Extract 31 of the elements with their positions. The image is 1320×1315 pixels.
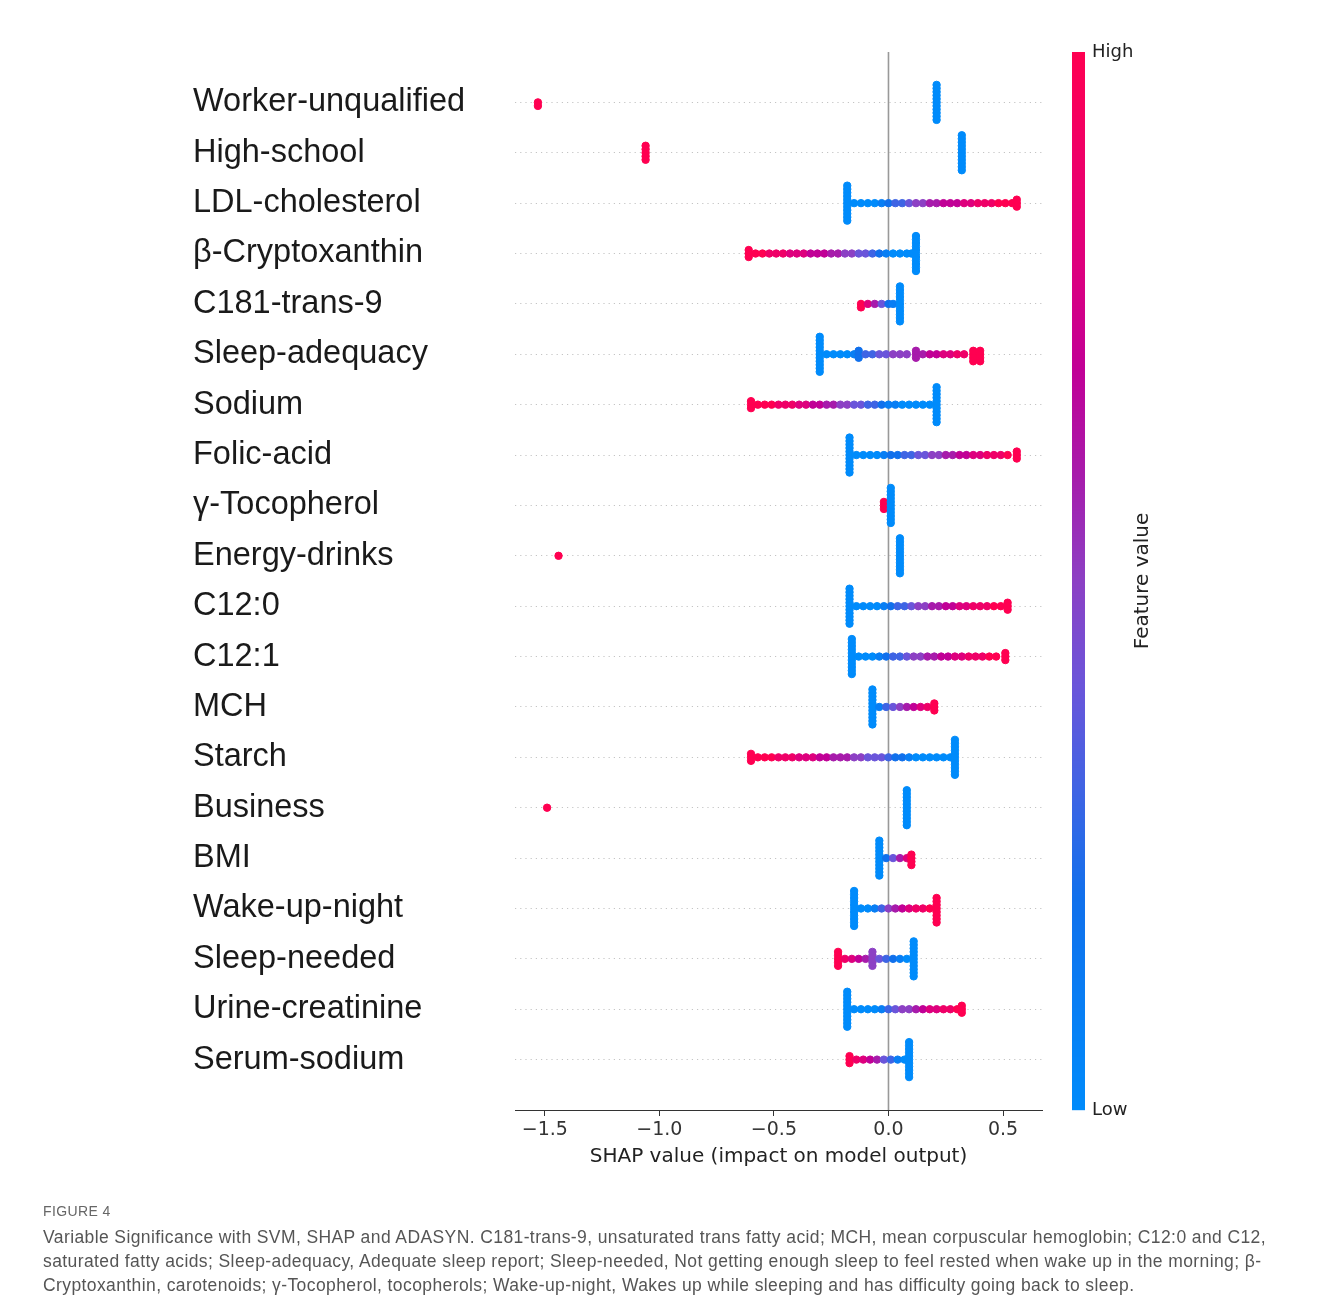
x-tick-label: 0.0 [873,1117,904,1140]
y-tick-label: High-school [193,132,365,169]
caption: FIGURE 4 [43,1203,112,1219]
y-tick-label: Sleep-adequacy [193,334,429,371]
y-tick-label: C12:0 [193,586,280,623]
x-tick-label: −1.0 [636,1117,683,1140]
x-axis-title: SHAP value (impact on model output) [589,1143,968,1168]
color-bar-label: High [1092,39,1134,61]
y-tick-label: C12:1 [193,636,280,673]
y-tick-label: Worker-unqualified [193,82,466,119]
y-tick-label: β-Cryptoxanthin [193,233,424,270]
y-tick-label: Business [193,787,325,824]
x-tick-label: 0.5 [987,1117,1019,1140]
y-tick-label: Urine-creatinine [193,989,423,1026]
x-tick-label: −0.5 [750,1117,797,1140]
color-bar-title: Feature value [1129,512,1154,650]
y-tick-label: Folic-acid [193,435,333,472]
y-tick-label: BMI [193,838,251,875]
y-tick-label: Starch [193,737,287,774]
y-tick-label: Serum-sodium [193,1039,405,1076]
color-bar-label: Low [1092,1097,1128,1119]
y-tick-label: γ-Tocopherol [193,485,380,522]
y-tick-label: Energy-drinks [193,535,394,572]
y-tick-label: Wake-up-night [193,888,404,925]
y-tick-label: Sodium [193,384,304,421]
y-tick-label: LDL-cholesterol [193,183,421,220]
text: Variable Significance with SVM, SHAP and ADASYN. C181-trans-9, unsaturated trans fatty acid; MCH, mean corpuscular hemoglobin; C12:0 and C12, saturated fatty acids; Sleep-adequacy, Adequate sleep report; Sleep-needed, Not getting enough sleep to feel rested when wake up in the morning; β-Cryptoxanthin, carotenoids; γ-Tocopherol, tocopherols; Wake-up-night, Wakes up while sleeping and has difficulty going back to sleep. [43,1226,1267,1297]
x-tick-label: −1.5 [521,1117,568,1140]
y-tick-label: C181-trans-9 [193,283,383,320]
y-tick-label: Sleep-needed [193,938,396,975]
y-tick-label: MCH [193,686,268,723]
